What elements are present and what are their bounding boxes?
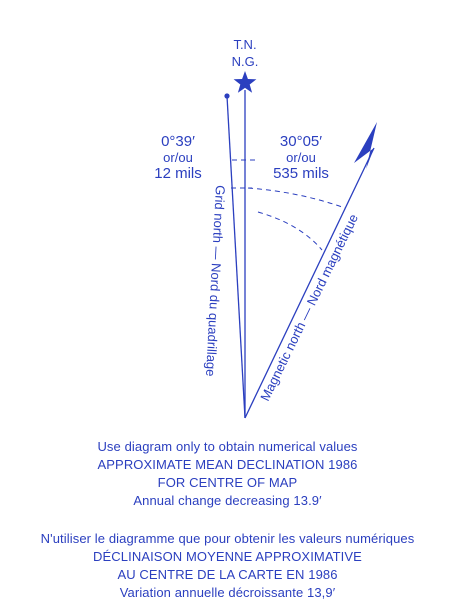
grid-angle-or: or/ou — [163, 150, 193, 165]
true-north-label: T.N. — [233, 37, 256, 52]
caption-fr-line-4: Variation annuelle décroissante 13,9′ — [119, 585, 336, 600]
magnetic-north-label: Magnetic north — Nord magnétique — [257, 212, 361, 404]
caption-en-line-2: APPROXIMATE MEAN DECLINATION 1986 — [97, 457, 358, 472]
caption-fr-line-2: DÉCLINAISON MOYENNE APPROXIMATIVE — [93, 549, 362, 564]
grid-north-line — [226, 95, 246, 419]
magnetic-angle-arc — [247, 187, 346, 209]
grid-angle-mils: 12 mils — [154, 165, 202, 182]
magnetic-grid-label: N.G. — [232, 54, 259, 69]
caption-en-line-1: Use diagram only to obtain numerical val… — [97, 439, 358, 454]
grid-angle-degrees: 0°39′ — [161, 133, 195, 150]
grid-north-dot — [224, 93, 230, 99]
caption-en-line-3: FOR CENTRE OF MAP — [157, 475, 298, 490]
caption-fr-line-1: N'utiliser le diagramme que pour obtenir… — [40, 531, 415, 546]
caption-fr-line-3: AU CENTRE DE LA CARTE EN 1986 — [117, 567, 338, 582]
caption-en-line-4: Annual change decreasing 13.9′ — [133, 493, 322, 508]
magnetic-north-line — [244, 147, 375, 419]
magnetic-angle-or: or/ou — [286, 150, 316, 165]
magnetic-angle-degrees: 30°05′ — [280, 133, 322, 150]
caption-french: N'utiliser le diagramme que pour obtenir… — [0, 530, 455, 602]
caption-english: Use diagram only to obtain numerical val… — [0, 438, 455, 510]
magnetic-north-arrowhead-icon — [354, 122, 377, 169]
grid-north-label: Grid north — Nord du quadrillage — [203, 185, 228, 377]
magnetic-angle-mils: 535 mils — [273, 165, 329, 182]
magnetic-angle-arc-lower — [257, 211, 323, 251]
star-icon — [233, 71, 257, 93]
